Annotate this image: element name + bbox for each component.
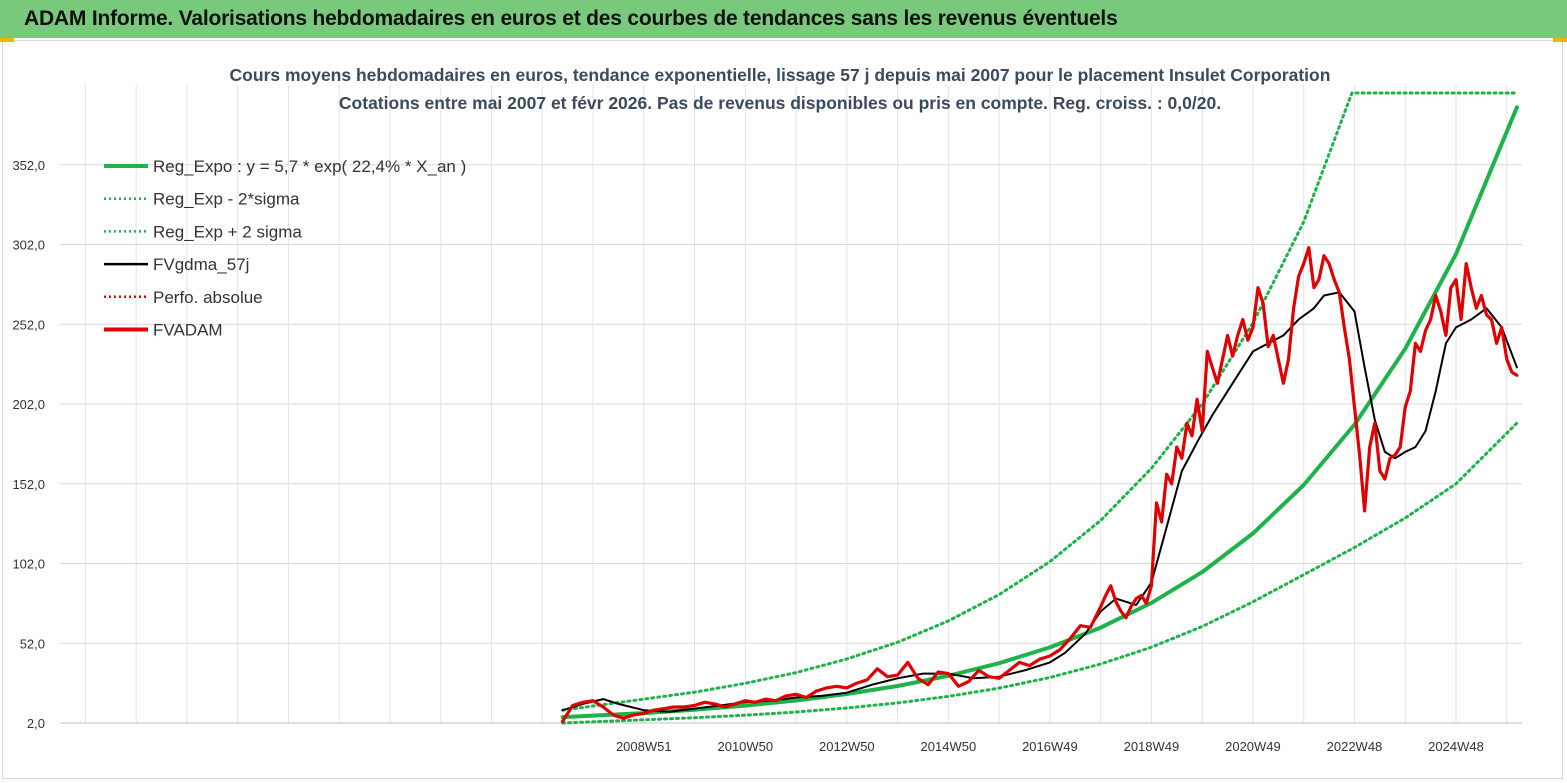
legend-label: FVgdma_57j — [153, 255, 249, 274]
x-tick-label: 2008W51 — [616, 739, 672, 754]
series-line-fvadam — [560, 246, 1519, 724]
legend-label: Reg_Expo : y = 5,7 * exp( 22,4% * X_an ) — [153, 157, 466, 176]
legend-label: Perfo. absolue — [153, 288, 263, 307]
chart-frame — [2, 40, 1563, 779]
x-tick-label: 2020W49 — [1225, 739, 1281, 754]
series-line-reg-exp-2-sigma — [561, 421, 1519, 725]
x-tick-label: 2010W50 — [717, 739, 773, 754]
legend-label: Reg_Exp - 2*sigma — [153, 190, 300, 209]
x-tick-label: 2016W49 — [1022, 739, 1078, 754]
y-tick-label: 302,0 — [12, 238, 45, 253]
x-tick-label: 2014W50 — [921, 739, 977, 754]
y-tick-label: 2,0 — [27, 716, 45, 731]
y-tick-label: 352,0 — [12, 158, 45, 173]
corner-mark-top-right — [1553, 38, 1567, 42]
y-tick-label: 152,0 — [12, 477, 45, 492]
report-header: ADAM Informe. Valorisations hebdomadaire… — [0, 0, 1567, 38]
legend: Reg_Expo : y = 5,7 * exp( 22,4% * X_an )… — [104, 157, 466, 340]
x-tick-label: 2018W49 — [1124, 739, 1180, 754]
y-tick-label: 102,0 — [12, 557, 45, 572]
report-title: ADAM Informe. Valorisations hebdomadaire… — [24, 7, 1118, 30]
axes: 2,0 52,0 102,0 152,0 202,0 252,0 302,0 352,0 200… — [12, 158, 1522, 754]
series-layer — [560, 91, 1519, 725]
legend-label: Reg_Exp + 2 sigma — [153, 222, 302, 241]
y-tick-label: 252,0 — [12, 317, 45, 332]
y-tick-label: 52,0 — [20, 636, 45, 651]
legend-label: FVADAM — [153, 321, 223, 340]
gridlines — [60, 85, 1522, 724]
chart-subtitle: Cotations entre mai 2007 et févr 2026. P… — [339, 93, 1221, 113]
x-tick-label: 2012W50 — [819, 739, 875, 754]
corner-mark-top-left — [0, 38, 14, 42]
chart-title: Cours moyens hebdomadaires en euros, ten… — [230, 65, 1331, 85]
series-line-reg-expo — [560, 105, 1519, 720]
x-tick-label: 2022W48 — [1327, 739, 1383, 754]
series-line-reg-exp-2-sigma — [561, 91, 1519, 712]
y-tick-label: 202,0 — [12, 397, 45, 412]
x-tick-label: 2024W48 — [1428, 739, 1484, 754]
